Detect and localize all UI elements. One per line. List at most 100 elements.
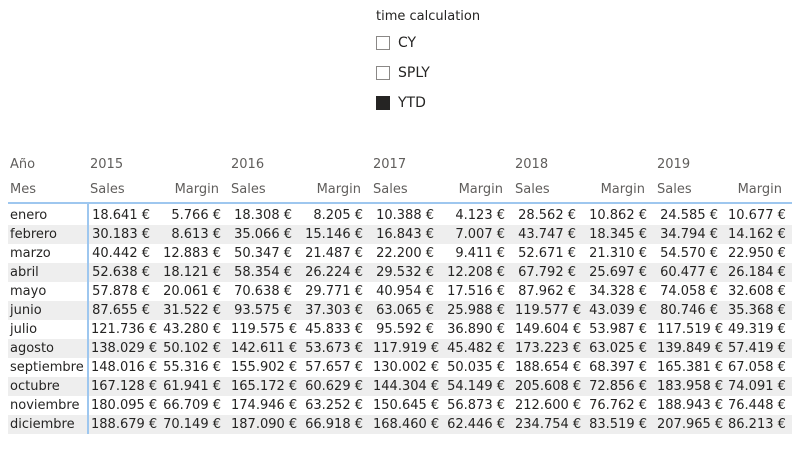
slicer-title: time calculation [376,9,481,24]
row-header-month[interactable]: febrero [8,225,89,244]
cell-sales: 87.655 € [88,301,158,320]
row-header-month[interactable]: noviembre [8,396,89,415]
cell-margin: 8.613 € [158,225,229,244]
column-header-sales[interactable]: Sales [88,176,158,204]
slicer-item-label: CY [398,35,417,51]
cell-margin: 32.608 € [728,284,786,299]
column-header-margin[interactable]: Margin [158,176,229,204]
cell-sales: 93.575 € [229,301,300,320]
cell-sales: 52.671 € [518,246,576,261]
cell-margin: 49.319 € [728,322,786,337]
cell-margin: 21.487 € [305,246,363,261]
cell-sales: 139.849 € [655,339,726,358]
cell-margin: 25.697 € [584,263,655,282]
year-header-2018[interactable]: 2018 [515,156,549,172]
cell-sales: 119.577 € [513,301,584,320]
cell-sales: 173.223 € [513,339,584,358]
year-header-2019[interactable]: 2019 [657,156,691,172]
cell-margin: 57.657 € [305,360,363,375]
row-header-month[interactable]: julio [8,320,89,339]
cell-margin: 14.162 € [726,225,792,244]
cell-sales: 50.347 € [234,246,292,261]
row-header-month[interactable]: octubre [8,377,89,396]
cell-sales: 80.746 € [655,301,726,320]
cell-margin: 68.397 € [589,360,647,375]
cell-sales: 119.575 € [231,322,298,337]
cell-margin: 7.007 € [442,225,513,244]
cell-sales: 60.477 € [655,263,726,282]
cell-sales: 16.843 € [371,225,442,244]
table-row: noviembre 180.095 € 66.709 € 174.946 € 63.25… [8,396,792,415]
slicer-item-ytd[interactable]: YTD [376,88,536,118]
column-header-margin[interactable]: Margin [442,176,513,204]
cell-sales: 212.600 € [515,398,582,413]
cell-sales: 121.736 € [91,322,158,337]
cell-margin: 21.310 € [589,246,647,261]
cell-margin: 50.102 € [158,339,229,358]
cell-margin: 66.918 € [300,415,371,434]
row-header-month[interactable]: septiembre [8,358,89,377]
cell-sales: 18.641 € [92,208,150,223]
cell-sales: 22.200 € [376,246,434,261]
checkbox-checked-icon[interactable] [376,96,390,110]
cell-sales: 165.172 € [229,377,300,396]
column-header-sales[interactable]: Sales [655,176,726,204]
cell-margin: 53.673 € [300,339,371,358]
cell-sales: 28.562 € [518,208,576,223]
column-header-sales[interactable]: Sales [371,176,442,204]
row-header-month[interactable]: abril [8,263,89,282]
cell-margin: 20.061 € [163,284,221,299]
cell-sales: 117.919 € [371,339,442,358]
cell-margin: 70.149 € [158,415,229,434]
cell-margin: 22.950 € [728,246,786,261]
cell-sales: 149.604 € [515,322,582,337]
cell-margin: 12.208 € [442,263,513,282]
year-header-row: Año 2015 2016 2017 2018 2019 [8,152,792,176]
cell-sales: 24.585 € [660,208,718,223]
cell-margin: 83.519 € [584,415,655,434]
cell-sales: 34.794 € [655,225,726,244]
cell-margin: 74.091 € [726,377,792,396]
table-row: junio 87.655 €31.522 €93.575 €37.303 €63.… [8,301,792,320]
cell-sales: 52.638 € [88,263,158,282]
row-header-month[interactable]: agosto [8,339,89,358]
year-header-2015[interactable]: 2015 [90,156,124,172]
checkbox-icon[interactable] [376,36,390,50]
cell-margin: 43.039 € [584,301,655,320]
cell-sales: 144.304 € [371,377,442,396]
cell-sales: 43.747 € [513,225,584,244]
cell-sales: 180.095 € [91,398,158,413]
column-header-margin[interactable]: Margin [726,176,792,204]
cell-margin: 76.762 € [589,398,647,413]
table-row: enero 18.641 € 5.766 € 18.308 € 8.205 € 10.38… [8,203,792,225]
row-header-month[interactable]: diciembre [8,415,89,434]
column-header-margin[interactable]: Margin [584,176,655,204]
cell-sales: 67.792 € [513,263,584,282]
cell-sales: 117.519 € [657,322,724,337]
column-header-margin[interactable]: Margin [300,176,371,204]
cell-margin: 5.766 € [171,208,221,223]
cell-margin: 25.988 € [442,301,513,320]
cell-sales: 155.902 € [231,360,298,375]
cell-margin: 26.184 € [726,263,792,282]
column-header-sales[interactable]: Sales [513,176,584,204]
slicer-item-cy[interactable]: CY [376,28,536,58]
cell-margin: 54.149 € [442,377,513,396]
sales-margin-matrix: Año 2015 2016 2017 2018 2019 Mes Sales M… [8,152,792,434]
row-header-month[interactable]: junio [8,301,89,320]
row-header-month[interactable]: mayo [8,282,89,301]
cell-margin: 56.873 € [447,398,505,413]
cell-sales: 95.592 € [376,322,434,337]
cell-margin: 9.411 € [455,246,505,261]
checkbox-icon[interactable] [376,66,390,80]
row-header-month[interactable]: marzo [8,244,89,263]
year-header-2017[interactable]: 2017 [373,156,407,172]
year-header-2016[interactable]: 2016 [231,156,265,172]
cell-sales: 29.532 € [371,263,442,282]
row-header-month[interactable]: enero [8,203,89,225]
cell-sales: 130.002 € [373,360,440,375]
slicer-item-sply[interactable]: SPLY [376,58,536,88]
cell-sales: 142.611 € [229,339,300,358]
table-row: febrero 30.183 €8.613 €35.066 €15.146 €16… [8,225,792,244]
column-header-sales[interactable]: Sales [229,176,300,204]
